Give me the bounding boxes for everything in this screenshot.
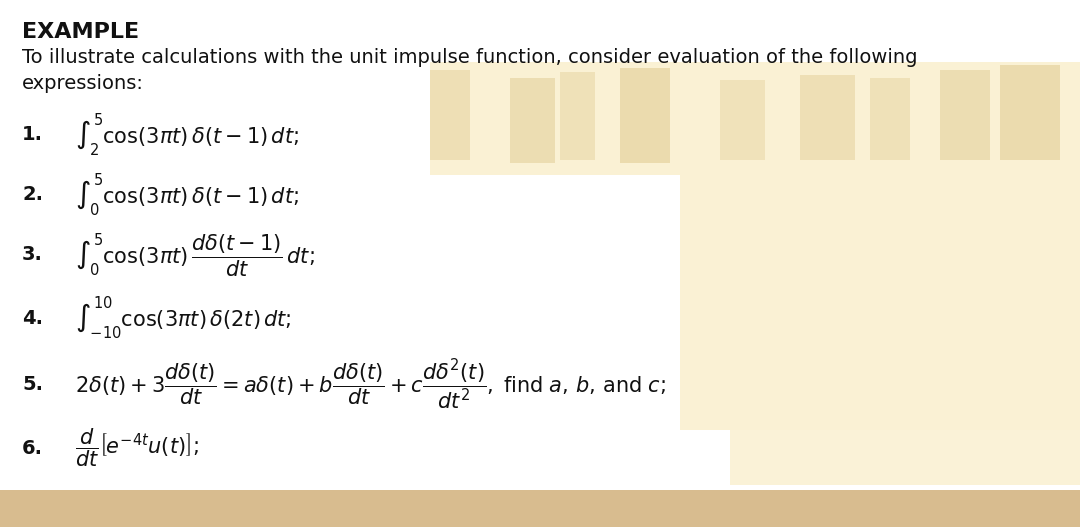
Text: 1.: 1.	[22, 125, 43, 144]
Bar	[0, 0, 430, 175]
Bar	[510, 78, 555, 163]
Text: EXAMPLE: EXAMPLE	[22, 22, 139, 42]
Text: $\int_{-10}^{10} \cos(3\pi t)\,\delta(2t)\,dt;$: $\int_{-10}^{10} \cos(3\pi t)\,\delta(2t…	[75, 295, 292, 341]
Text: $2\delta(t)+3\dfrac{d\delta(t)}{dt} = a\delta(t)+b\dfrac{d\delta(t)}{dt}+c\dfrac: $2\delta(t)+3\dfrac{d\delta(t)}{dt} = a\…	[75, 358, 665, 412]
Text: 4.: 4.	[22, 308, 43, 327]
Bar	[220, 80, 275, 165]
Bar	[130, 75, 175, 165]
Bar	[0, 490, 1080, 527]
Bar	[0, 62, 1080, 175]
Text: 6.: 6.	[22, 438, 43, 457]
Text: 3.: 3.	[22, 246, 43, 265]
Bar	[420, 70, 470, 160]
Bar	[50, 80, 110, 160]
Text: $\int_0^5 \cos(3\pi t)\,\delta(t-1)\,dt;$: $\int_0^5 \cos(3\pi t)\,\delta(t-1)\,dt;…	[75, 172, 299, 218]
Bar	[730, 430, 1080, 485]
Text: 5.: 5.	[22, 376, 43, 395]
Bar	[720, 80, 765, 160]
Text: $\int_0^5 \cos(3\pi t)\,\dfrac{d\delta(t-1)}{dt}\,dt;$: $\int_0^5 \cos(3\pi t)\,\dfrac{d\delta(t…	[75, 231, 314, 279]
Text: 2.: 2.	[22, 186, 43, 204]
Bar	[680, 175, 1080, 430]
Bar	[620, 68, 670, 163]
Bar	[310, 85, 350, 160]
Bar	[561, 72, 595, 160]
Bar	[0, 175, 680, 490]
Bar	[1000, 65, 1059, 160]
Bar	[940, 70, 990, 160]
Text: expressions:: expressions:	[22, 74, 144, 93]
Text: $\dfrac{d}{dt}\left[e^{-4t}u(t)\right];$: $\dfrac{d}{dt}\left[e^{-4t}u(t)\right];$	[75, 427, 199, 469]
Bar	[800, 75, 855, 160]
Text: $\int_2^5 \cos(3\pi t)\,\delta(t-1)\,dt;$: $\int_2^5 \cos(3\pi t)\,\delta(t-1)\,dt;…	[75, 112, 299, 159]
Text: To illustrate calculations with the unit impulse function, consider evaluation o: To illustrate calculations with the unit…	[22, 48, 918, 67]
Bar	[870, 78, 910, 160]
